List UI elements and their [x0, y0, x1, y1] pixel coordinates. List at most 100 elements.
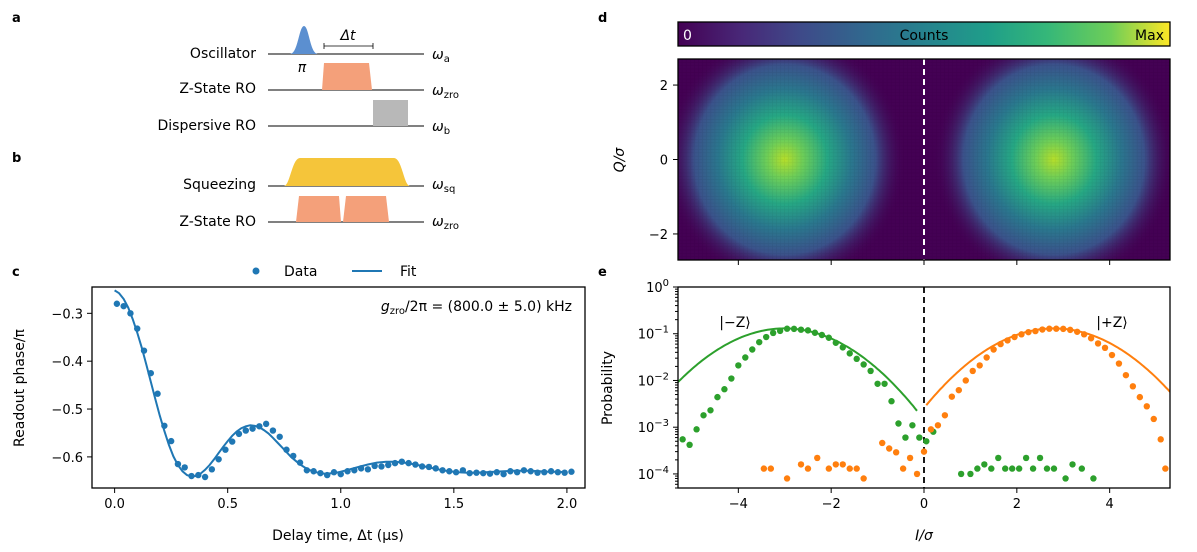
legend-data-marker — [252, 267, 260, 275]
data-point-minus-z — [995, 454, 1002, 462]
data-point-minus-z — [735, 362, 742, 369]
data-point-c — [201, 473, 209, 481]
freq-zro-b: ωzro — [432, 214, 459, 232]
data-point-c — [113, 300, 121, 307]
data-point-c — [412, 461, 419, 468]
data-point-plus-z — [1162, 465, 1169, 472]
pi-pulse — [290, 26, 318, 54]
data-point-c — [310, 468, 317, 475]
data-point-c — [154, 390, 161, 397]
data-point-plus-z — [983, 354, 990, 361]
pulse-sequence-a: Oscillator π Δt ωa Z-State RO ωzro Dispe… — [158, 26, 459, 137]
legend-c: Data Fit — [252, 264, 417, 280]
data-point-c — [357, 465, 365, 472]
data-point-plus-z — [1060, 325, 1067, 333]
data-point-plus-z — [767, 465, 775, 472]
row-label-oscillator: Oscillator — [190, 46, 256, 62]
data-point-c — [161, 422, 168, 429]
data-point-minus-z — [1078, 465, 1086, 472]
data-point-plus-z — [1087, 335, 1095, 342]
data-point-minus-z — [988, 465, 995, 472]
ytick-label-d: 0 — [660, 154, 668, 169]
data-point-plus-z — [1129, 383, 1137, 390]
data-point-c — [466, 469, 473, 477]
data-point-minus-z — [860, 361, 867, 368]
data-point-c — [568, 468, 575, 475]
data-point-plus-z — [797, 461, 805, 468]
data-point-minus-z — [790, 325, 798, 333]
data-point-plus-z — [783, 475, 791, 482]
xtick-label-e: 0 — [920, 497, 928, 512]
data-point-minus-z — [895, 420, 902, 427]
data-point-c — [561, 469, 568, 476]
data-point-minus-z — [783, 325, 791, 332]
plot-area-c — [113, 289, 575, 481]
heatmap-blob — [933, 59, 1170, 260]
data-point-minus-z — [881, 380, 888, 387]
data-point-c — [337, 470, 344, 478]
data-point-plus-z — [846, 465, 853, 472]
data-point-c — [283, 446, 290, 453]
ytick-label-e: 10−3 — [638, 418, 669, 436]
data-point-c — [188, 472, 195, 480]
data-point-minus-z — [923, 438, 930, 445]
data-point-c — [140, 347, 148, 354]
data-point-minus-z — [818, 331, 826, 339]
data-point-minus-z — [1036, 454, 1044, 462]
data-point-minus-z — [825, 334, 833, 341]
colorbar — [677, 21, 1171, 47]
data-point-c — [446, 468, 453, 475]
xtick-label-c: 2.0 — [557, 497, 578, 512]
data-point-plus-z — [1115, 360, 1123, 367]
zro-pulse-b2 — [343, 196, 389, 222]
data-point-c — [127, 310, 134, 317]
data-point-minus-z — [957, 470, 965, 478]
data-point-c — [547, 468, 555, 475]
ytick-label-d: −2 — [649, 228, 668, 243]
ytick-label-c: −0.3 — [51, 307, 83, 322]
data-point-minus-z — [1043, 465, 1051, 472]
data-point-minus-z — [762, 333, 770, 341]
data-point-plus-z — [1018, 331, 1025, 338]
data-point-plus-z — [853, 465, 860, 472]
freq-oscillator: ωa — [432, 47, 450, 65]
data-point-c — [242, 427, 249, 434]
chart-e: −4 −2 0 2 4 100 10−1 10−2 10−3 10−4 — [638, 278, 1170, 512]
legend-fit-label: Fit — [400, 264, 417, 280]
data-point-minus-z — [1029, 465, 1037, 472]
data-point-c — [290, 452, 297, 460]
data-point-minus-z — [867, 367, 874, 375]
panel-label-e: e — [598, 265, 607, 280]
data-point-minus-z — [902, 434, 909, 441]
data-point-c — [317, 469, 324, 477]
ylabel-c: Readout phase/π — [12, 328, 28, 447]
xtick-label-c: 0.0 — [104, 497, 125, 512]
data-point-plus-z — [860, 475, 867, 482]
data-point-plus-z — [969, 367, 976, 375]
data-point-plus-z — [892, 449, 900, 456]
data-point-plus-z — [906, 454, 914, 462]
ylabel-d: Q/σ — [612, 147, 628, 173]
annotation-minus-z: |−Z⟩ — [719, 315, 751, 331]
data-point-c — [398, 458, 406, 465]
xtick-label-e: 4 — [1106, 497, 1114, 512]
freq-sq: ωsq — [432, 177, 455, 195]
pi-pulse-label: π — [298, 60, 307, 76]
panel-label-d: d — [598, 11, 607, 26]
data-point-c — [480, 469, 487, 477]
xlabel-c: Delay time, Δt (µs) — [272, 528, 404, 544]
data-point-plus-z — [1094, 340, 1102, 347]
data-point-c — [527, 468, 534, 475]
data-point-minus-z — [832, 339, 840, 346]
annotation-plus-z: |+Z⟩ — [1096, 315, 1128, 331]
data-point-c — [323, 471, 331, 479]
data-point-c — [473, 469, 480, 476]
data-point-minus-z — [909, 422, 916, 429]
data-point-plus-z — [879, 439, 886, 447]
data-point-plus-z — [825, 465, 833, 472]
data-point-c — [500, 470, 507, 478]
data-point-c — [554, 469, 562, 476]
data-point-minus-z — [1090, 475, 1097, 482]
data-point-c — [269, 427, 277, 434]
